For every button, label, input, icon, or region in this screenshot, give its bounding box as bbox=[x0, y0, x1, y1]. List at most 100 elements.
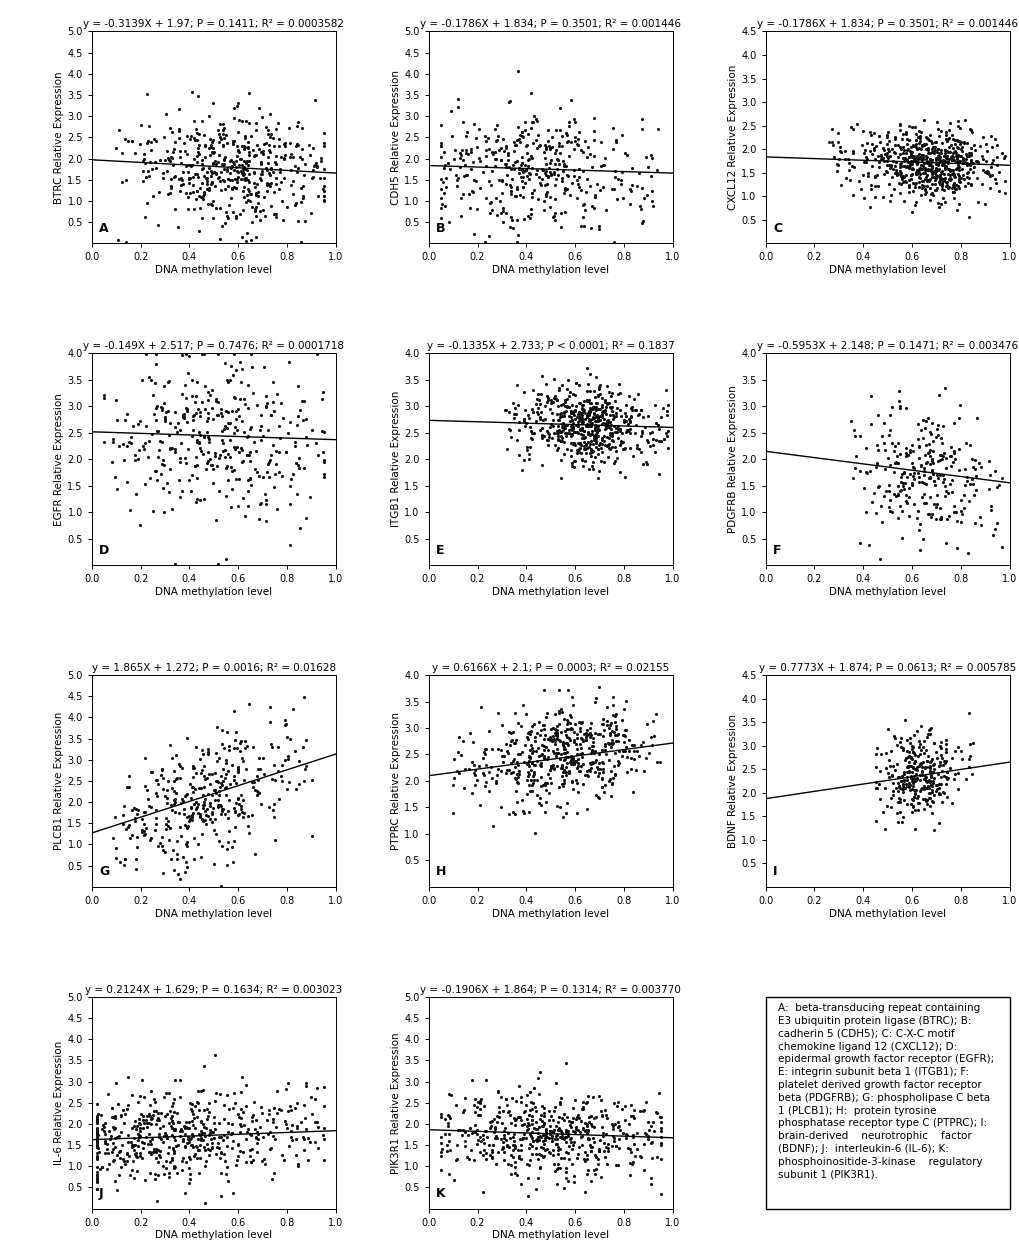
Point bbox=[161, 117, 177, 137]
Point bbox=[914, 171, 930, 191]
Point bbox=[514, 1114, 530, 1134]
Point bbox=[534, 426, 550, 446]
Point bbox=[215, 128, 231, 149]
Point bbox=[917, 149, 933, 169]
Point bbox=[865, 483, 881, 504]
Point bbox=[889, 792, 905, 812]
Point bbox=[562, 419, 579, 439]
Point bbox=[558, 733, 575, 753]
Point bbox=[586, 381, 602, 402]
Point bbox=[927, 180, 944, 200]
Point bbox=[156, 1126, 172, 1146]
Point bbox=[533, 1115, 549, 1136]
Point bbox=[920, 755, 936, 776]
Point bbox=[928, 160, 945, 180]
Point bbox=[292, 178, 309, 198]
Point bbox=[126, 142, 143, 162]
Point bbox=[906, 752, 922, 772]
Point bbox=[614, 188, 631, 208]
Point bbox=[89, 1133, 105, 1153]
Point bbox=[557, 400, 574, 421]
Point bbox=[248, 196, 264, 217]
Point bbox=[599, 412, 615, 432]
Point bbox=[225, 98, 242, 118]
Point bbox=[647, 704, 663, 724]
Point bbox=[169, 1136, 185, 1156]
Point bbox=[546, 719, 562, 739]
Point bbox=[192, 125, 208, 145]
Point bbox=[167, 199, 183, 219]
Point bbox=[227, 208, 244, 228]
Point bbox=[934, 755, 951, 776]
Point bbox=[601, 715, 618, 735]
Point bbox=[894, 812, 910, 832]
Point bbox=[132, 1104, 149, 1124]
Point bbox=[256, 356, 272, 376]
Point bbox=[594, 709, 610, 729]
Point bbox=[149, 1191, 165, 1211]
Point bbox=[618, 422, 634, 442]
Point bbox=[588, 749, 604, 769]
Point bbox=[183, 777, 200, 797]
Point bbox=[538, 1127, 554, 1147]
Point bbox=[604, 1126, 621, 1146]
Point bbox=[590, 419, 606, 439]
Point bbox=[152, 150, 168, 170]
Point bbox=[869, 126, 886, 146]
Point bbox=[891, 183, 907, 203]
Point bbox=[484, 816, 500, 836]
Point bbox=[555, 709, 572, 729]
Point bbox=[587, 428, 603, 448]
Point bbox=[546, 1100, 562, 1121]
Point bbox=[642, 1175, 658, 1195]
Point bbox=[949, 138, 965, 159]
Point bbox=[916, 169, 932, 189]
Point bbox=[110, 1094, 126, 1114]
Point bbox=[922, 776, 938, 796]
Point bbox=[547, 747, 564, 767]
Point bbox=[643, 1132, 659, 1152]
Point bbox=[89, 1170, 105, 1190]
Point bbox=[511, 419, 527, 439]
Point bbox=[947, 175, 963, 195]
Point bbox=[253, 141, 269, 161]
Point bbox=[514, 1128, 530, 1148]
Point bbox=[631, 1102, 647, 1122]
Point bbox=[484, 1134, 500, 1155]
Point bbox=[917, 757, 933, 777]
Point bbox=[283, 1129, 300, 1149]
Point bbox=[258, 490, 274, 510]
Point bbox=[569, 412, 585, 432]
Point bbox=[594, 407, 610, 427]
Point bbox=[945, 183, 961, 203]
Point bbox=[186, 793, 203, 813]
Point bbox=[243, 344, 259, 364]
Point bbox=[523, 753, 539, 773]
Point bbox=[441, 1084, 458, 1104]
Point bbox=[531, 389, 547, 409]
Point bbox=[455, 155, 472, 175]
Point bbox=[618, 395, 634, 415]
Point bbox=[154, 1132, 170, 1152]
Point bbox=[131, 410, 148, 431]
Point bbox=[156, 393, 172, 413]
Point bbox=[587, 687, 603, 708]
Point bbox=[190, 1093, 206, 1113]
Point bbox=[260, 454, 276, 475]
Point bbox=[635, 760, 651, 781]
Point bbox=[453, 1119, 470, 1139]
Point bbox=[131, 1114, 148, 1134]
Point bbox=[911, 781, 927, 801]
Point bbox=[621, 438, 637, 458]
Point bbox=[910, 166, 926, 186]
Point bbox=[964, 733, 980, 753]
Point bbox=[564, 415, 580, 436]
Point bbox=[89, 1094, 105, 1114]
Point bbox=[938, 179, 955, 199]
Point bbox=[257, 387, 273, 407]
Point bbox=[239, 806, 256, 826]
Point bbox=[955, 131, 971, 151]
Point bbox=[570, 711, 586, 731]
Point bbox=[471, 1099, 487, 1119]
Point bbox=[542, 389, 558, 409]
